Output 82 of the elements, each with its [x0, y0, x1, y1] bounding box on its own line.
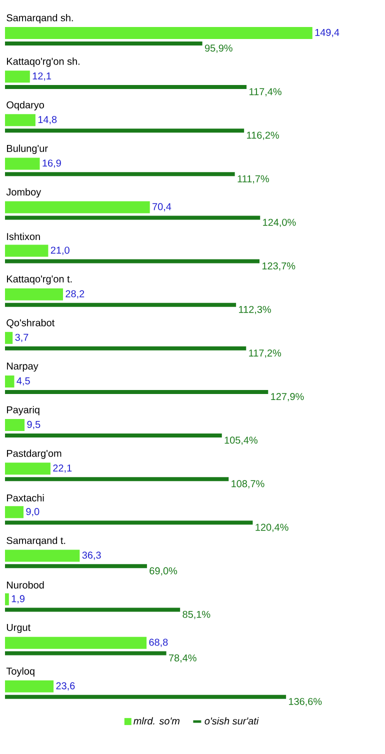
- bar: [5, 158, 40, 170]
- data-label: 14,8: [38, 116, 57, 124]
- bar: [5, 332, 13, 344]
- y-tick-label: Urgut: [6, 624, 30, 633]
- y-tick-label: Samarqand sh.: [6, 14, 73, 24]
- data-label: 78,4%: [169, 654, 196, 663]
- data-label: 21,0: [50, 246, 70, 255]
- bar: [5, 288, 64, 300]
- y-tick-label: Kattaqo'rg'on sh.: [7, 58, 80, 67]
- data-label: 111,7%: [238, 175, 269, 184]
- y-tick-label: Oqdaryo: [6, 101, 44, 110]
- bar: [5, 302, 236, 307]
- legend-label: o'sish sur'ati: [204, 717, 259, 725]
- data-label: 117,2%: [249, 350, 282, 358]
- bar: [5, 608, 180, 612]
- data-label: 23,6: [56, 682, 75, 691]
- y-tick-label: Jomboy: [6, 188, 42, 198]
- y-tick-label: Kattaqo'rg'on t.: [7, 276, 72, 284]
- data-label: 85,1%: [182, 610, 210, 620]
- data-label: 36,3: [82, 552, 101, 560]
- bar: [5, 506, 24, 518]
- bar: [5, 462, 50, 475]
- bar: [5, 651, 166, 656]
- data-label: 123,7%: [262, 262, 296, 271]
- bar: [5, 114, 36, 126]
- bar: [5, 244, 48, 257]
- data-label: 149,4: [315, 28, 340, 38]
- bar: [5, 27, 312, 40]
- bar: [5, 434, 222, 438]
- data-label: 120,4%: [256, 524, 288, 532]
- bar: [5, 172, 235, 176]
- data-label: 22,1: [53, 464, 72, 473]
- data-label: 116,2%: [247, 132, 279, 140]
- y-tick-label: Samarqand t.: [6, 536, 66, 546]
- bar: [5, 259, 260, 264]
- bar: [5, 346, 246, 350]
- y-tick-label: Ishtixon: [7, 232, 40, 240]
- data-label: 1,9: [12, 595, 24, 604]
- y-tick-label: Qo'shrabot: [6, 319, 55, 328]
- bar: [5, 550, 80, 562]
- data-label: 124,0%: [263, 218, 296, 228]
- bar: [5, 419, 25, 432]
- data-label: 68,8: [149, 638, 168, 647]
- data-label: 105,4%: [224, 436, 258, 445]
- data-label: 127,9%: [271, 393, 304, 402]
- data-label: 9,0: [26, 508, 40, 516]
- bar: [5, 216, 260, 220]
- data-label: 9,5: [27, 420, 40, 430]
- bar: [5, 477, 229, 482]
- data-label: 117,4%: [250, 88, 282, 96]
- y-tick-label: Bulung'ur: [7, 144, 48, 154]
- bar: [5, 85, 247, 90]
- bar: [5, 593, 9, 606]
- bar: [5, 680, 54, 692]
- data-label: 112,3%: [239, 306, 271, 314]
- y-tick-label: Pastdarg'om: [7, 450, 62, 459]
- y-tick-label: Narpay: [7, 362, 38, 372]
- bar: [5, 694, 286, 699]
- y-tick-label: Toyloq: [6, 667, 34, 677]
- bar: [5, 201, 150, 214]
- data-label: 136,6%: [289, 698, 322, 706]
- data-label: 70,4: [152, 203, 172, 212]
- bar: [5, 375, 14, 388]
- data-label: 28,2: [66, 290, 84, 298]
- bar: [5, 70, 30, 83]
- data-label: 12,1: [32, 72, 52, 81]
- bar: [5, 636, 147, 649]
- data-label: 95,9%: [204, 44, 232, 53]
- bar: [5, 520, 253, 525]
- y-tick-label: Paxtachi: [7, 494, 44, 502]
- bar: [5, 128, 244, 133]
- data-label: 108,7%: [232, 480, 264, 488]
- bar: [5, 564, 147, 568]
- bar: [5, 41, 202, 46]
- y-tick-label: Nurobod: [7, 581, 44, 589]
- data-label: 3,7: [15, 334, 28, 342]
- legend-label: mlrd. so'm: [134, 717, 180, 725]
- data-label: 69,0%: [150, 567, 178, 576]
- data-label: 16,9: [42, 160, 61, 168]
- data-label: 4,5: [16, 377, 30, 386]
- y-tick-label: Payariq: [7, 406, 40, 416]
- bar: [5, 390, 268, 394]
